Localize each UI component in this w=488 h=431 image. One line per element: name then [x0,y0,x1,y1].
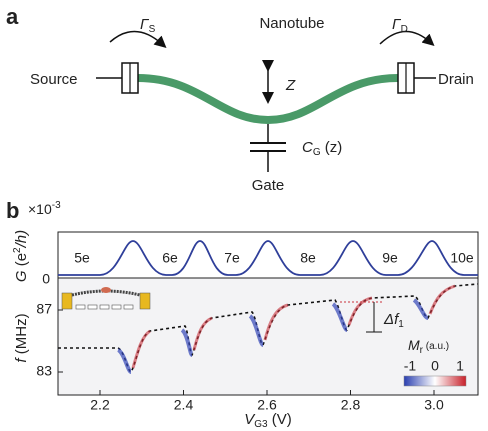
gate-label: Gate [252,177,285,194]
drain-label: Drain [438,71,474,88]
unit: (a.u.) [423,341,449,352]
subscript: G3 [254,419,268,430]
inset-dot [101,287,111,293]
conductance-trace [58,240,478,276]
symbol: f [13,357,30,363]
z-label: Z [285,77,296,94]
scale-factor: ×10-3 [28,200,61,217]
x-tick-label: 2.4 [174,397,194,413]
colorbar-tick-label: 1 [456,358,464,374]
subscript: S [149,24,156,35]
symbol: Δf [383,311,400,328]
unit: (e [13,253,30,271]
subscript: G [313,147,321,158]
panel-label: b [6,198,19,223]
suffix: (z) [321,139,343,156]
x-tick-label: 2.8 [341,397,361,413]
source-label: Source [30,71,78,88]
exponent: 2 [12,247,23,253]
unit: (MHz) [13,313,30,358]
charge-state-label: 8e [300,250,316,266]
y-tick-label: 83 [36,363,52,379]
colorbar-label: Mr (a.u.) [408,337,449,356]
panel-label: a [6,4,19,29]
prefix: ×10 [28,201,52,217]
plot-frame [57,231,479,396]
unit: /h) [13,230,30,249]
y-tick-label: 87 [36,301,52,317]
subscript: r [420,345,424,356]
symbol: V [244,411,256,428]
inset-contact [139,292,151,310]
symbol: Γ [392,16,402,33]
response-blue [248,314,265,347]
exponent: -3 [52,200,61,211]
inset-gates [75,304,134,310]
charge-state-label: 6e [162,250,178,266]
conductance-axis-title: G (e2/h) [12,230,30,282]
x-tick-label: 3.0 [424,397,444,413]
symbol: Γ [140,16,150,33]
response-red [347,296,373,326]
delta-f-label: Δf1 [383,311,404,330]
gamma-d: ΓD [392,16,408,35]
symbol: G [13,270,30,282]
symbol: C [302,139,313,156]
nanotube-label: Nanotube [259,15,324,32]
unit: (V) [268,411,292,428]
nanotube [137,74,399,125]
charge-state-label: 10e [450,250,474,266]
charge-state-label: 7e [224,250,240,266]
response-red [428,284,456,315]
symbol: M [408,337,420,353]
tunnel-arrow [109,30,167,48]
response-blue [180,328,194,357]
x-axis-title: VG3 (V) [244,411,292,430]
capacitance-label: CG (z) [302,139,342,158]
x-tick-label: 2.6 [257,397,277,413]
response-red [192,316,213,351]
frequency-axis-title: f (MHz) [13,313,30,362]
colorbar-tick-label: -1 [404,358,417,374]
colorbar-tick-label: 0 [431,358,439,374]
charge-state-label: 5e [74,250,90,266]
subscript: D [401,24,408,35]
spectrum-background [58,278,478,395]
tunnel-arrow [379,30,435,46]
inset-contact [61,292,73,310]
response-red [263,303,289,341]
charge-state-label: 9e [382,250,398,266]
colorbar [403,375,467,387]
y-tick-label: 0 [42,271,50,287]
response-blue [116,348,133,374]
x-tick-label: 2.2 [90,397,110,413]
response-red [131,329,151,369]
gamma-s: ΓS [140,16,156,35]
subscript: 1 [398,319,404,330]
response-blue [412,298,429,320]
response-blue [331,302,349,332]
